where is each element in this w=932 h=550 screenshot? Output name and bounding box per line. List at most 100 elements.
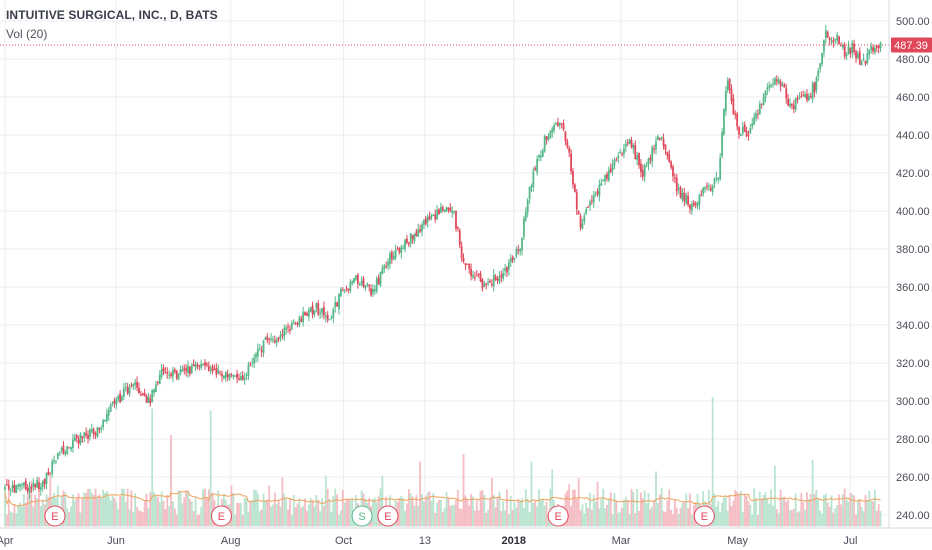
candle-body — [632, 145, 635, 149]
candle-body — [126, 387, 129, 394]
candle-body — [623, 148, 625, 155]
candle-body — [239, 375, 242, 381]
candle-body — [851, 42, 854, 54]
volume-bar — [468, 505, 471, 527]
candle-body — [604, 174, 606, 182]
candle-body — [524, 211, 527, 220]
volume-bar — [92, 494, 95, 527]
candle-body — [562, 123, 565, 130]
volume-bar — [89, 488, 91, 527]
price-tick-label: 320.00 — [896, 358, 930, 370]
candle-body — [594, 193, 597, 195]
candle-body — [122, 388, 125, 397]
candle-body — [334, 301, 337, 308]
price-axis[interactable]: 500.00 480.00 460.00 440.00 420.00 400.00 380.… — [896, 16, 930, 522]
price-tick-label: 400.00 — [896, 206, 930, 218]
candle-body — [253, 358, 255, 364]
volume-bar — [9, 511, 12, 527]
candle-body — [353, 278, 355, 283]
candle-body — [185, 368, 188, 372]
volume-bar — [666, 500, 669, 527]
candle-body — [319, 313, 322, 315]
volume-bar — [277, 499, 280, 527]
candle-body — [660, 137, 663, 140]
candle-body — [713, 178, 716, 185]
candle-body — [155, 384, 157, 392]
candle-body — [36, 480, 38, 488]
candle-body — [685, 195, 688, 204]
candle-body — [213, 369, 216, 371]
volume-bar — [862, 510, 865, 527]
volume-bar — [496, 497, 499, 527]
volume-bar — [334, 488, 337, 527]
candle-body — [45, 473, 48, 485]
candle-body — [189, 366, 191, 374]
volume-bar — [755, 497, 757, 527]
candle-body — [481, 279, 484, 289]
volume-moving-average-line — [4, 490, 881, 507]
candle-body — [787, 98, 790, 106]
volume-bar — [102, 489, 105, 527]
volume-bar — [753, 488, 756, 527]
volume-bar — [124, 501, 127, 527]
candle-body — [504, 268, 506, 271]
volume-bar — [311, 499, 314, 527]
candle-body — [872, 47, 874, 52]
candle-body — [600, 182, 603, 186]
volume-bar — [655, 471, 657, 527]
candle-body — [364, 285, 367, 289]
time-axis[interactable]: Apr Jun Aug Oct 13 2018 Mar May Jul — [0, 535, 857, 547]
volume-bar — [332, 496, 335, 527]
volume-bar — [319, 511, 322, 527]
volume-bar — [723, 497, 725, 527]
volume-bar — [613, 493, 616, 527]
volume-bar — [802, 502, 805, 527]
candle-body — [689, 205, 691, 209]
volume-bar — [83, 492, 86, 527]
volume-bar — [200, 506, 203, 527]
candle-body — [558, 122, 561, 126]
candle-body — [258, 348, 261, 350]
volume-bar — [687, 508, 689, 527]
candle-body — [634, 144, 637, 160]
volume-bar — [681, 502, 684, 527]
volume-bar — [196, 514, 199, 527]
volume-bar — [128, 509, 131, 527]
candle-body — [375, 278, 378, 292]
candle-body — [468, 264, 471, 269]
volume-bar — [634, 512, 637, 527]
volume-bar — [715, 506, 718, 527]
time-tick-label: Oct — [335, 535, 352, 547]
volume-bar — [858, 499, 861, 527]
candle-body — [862, 59, 865, 61]
candle-body — [458, 230, 461, 246]
volume-bar — [626, 499, 629, 527]
time-tick-label: Jun — [107, 535, 125, 547]
candle-body — [858, 51, 861, 65]
candle-body — [117, 395, 120, 400]
grid-lines — [0, 0, 889, 528]
volume-bar — [211, 492, 214, 527]
candle-body — [864, 60, 867, 64]
volume-bar — [206, 498, 208, 527]
candle-body — [360, 280, 363, 285]
candle-body — [762, 97, 765, 106]
candle-body — [845, 53, 848, 57]
volume-bar — [757, 514, 759, 527]
candle-body — [641, 170, 644, 177]
volume-bar — [600, 498, 603, 527]
price-tick-label: 340.00 — [896, 320, 930, 332]
earnings-event-marker — [44, 505, 66, 527]
volume-bar — [502, 501, 505, 527]
candle-body — [43, 478, 46, 485]
candle-body — [24, 480, 27, 490]
volume-bar — [345, 499, 348, 527]
volume-bar — [373, 497, 376, 527]
volume-indicator-label[interactable]: Vol (20) — [6, 27, 48, 41]
volume-bar — [528, 512, 531, 527]
volume-bar — [874, 489, 876, 527]
candle-body — [15, 484, 18, 493]
volume-bar — [747, 501, 750, 527]
